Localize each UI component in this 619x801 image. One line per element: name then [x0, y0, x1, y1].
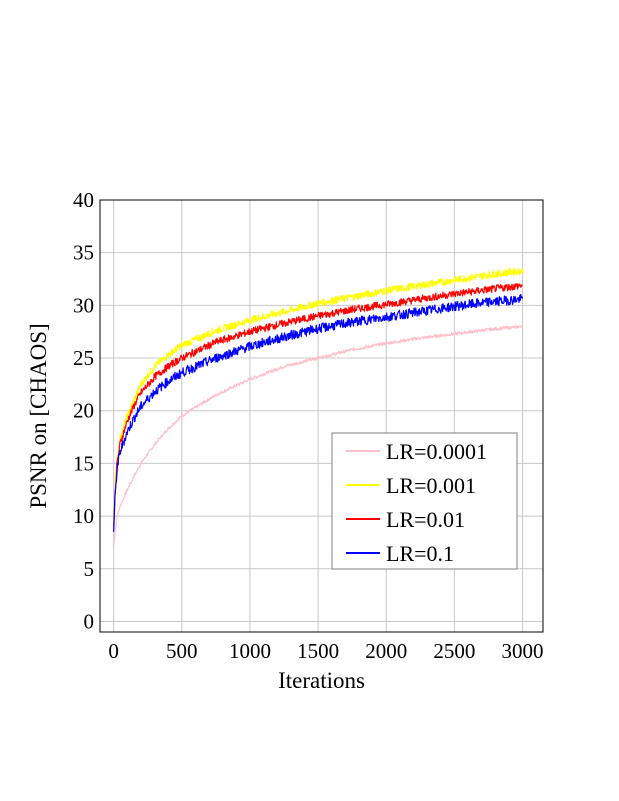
legend-label: LR=0.001	[386, 473, 476, 498]
x-tick-label: 1000	[229, 639, 271, 663]
tick-labels: 0 500 1000 1500 2000 2500 3000 0 5 10 15 20 25 30 35 40	[73, 188, 544, 663]
x-tick-label: 2000	[365, 639, 407, 663]
x-tick-label: 500	[166, 639, 198, 663]
series-line-1	[113, 267, 524, 522]
y-tick-label: 25	[73, 346, 94, 370]
legend-label: LR=0.0001	[386, 439, 487, 464]
y-tick-label: 15	[73, 451, 94, 475]
series-line-3	[113, 293, 524, 532]
y-tick-label: 30	[73, 293, 94, 317]
y-tick-label: 20	[73, 399, 94, 423]
y-tick-label: 0	[84, 609, 95, 633]
x-tick-label: 0	[108, 639, 119, 663]
legend-label: LR=0.1	[386, 541, 454, 566]
y-tick-label: 5	[84, 557, 95, 581]
y-tick-label: 35	[73, 241, 94, 265]
series-line-0	[113, 324, 524, 548]
plot-frame	[99, 199, 544, 633]
series-line-2	[113, 283, 523, 527]
y-axis-title: PSNR on [CHAOS]	[26, 323, 51, 508]
y-tick-label: 40	[73, 188, 94, 212]
y-tick-label: 10	[73, 504, 94, 528]
legend-label: LR=0.01	[386, 507, 465, 532]
series-lines	[113, 267, 524, 548]
x-tick-label: 2500	[433, 639, 475, 663]
x-axis-title: Iterations	[278, 668, 365, 693]
x-tick-label: 1500	[297, 639, 339, 663]
legend-box	[331, 432, 518, 570]
x-tick-label: 3000	[502, 639, 544, 663]
legend: LR=0.0001 LR=0.001 LR=0.01 LR=0.1	[331, 432, 518, 570]
